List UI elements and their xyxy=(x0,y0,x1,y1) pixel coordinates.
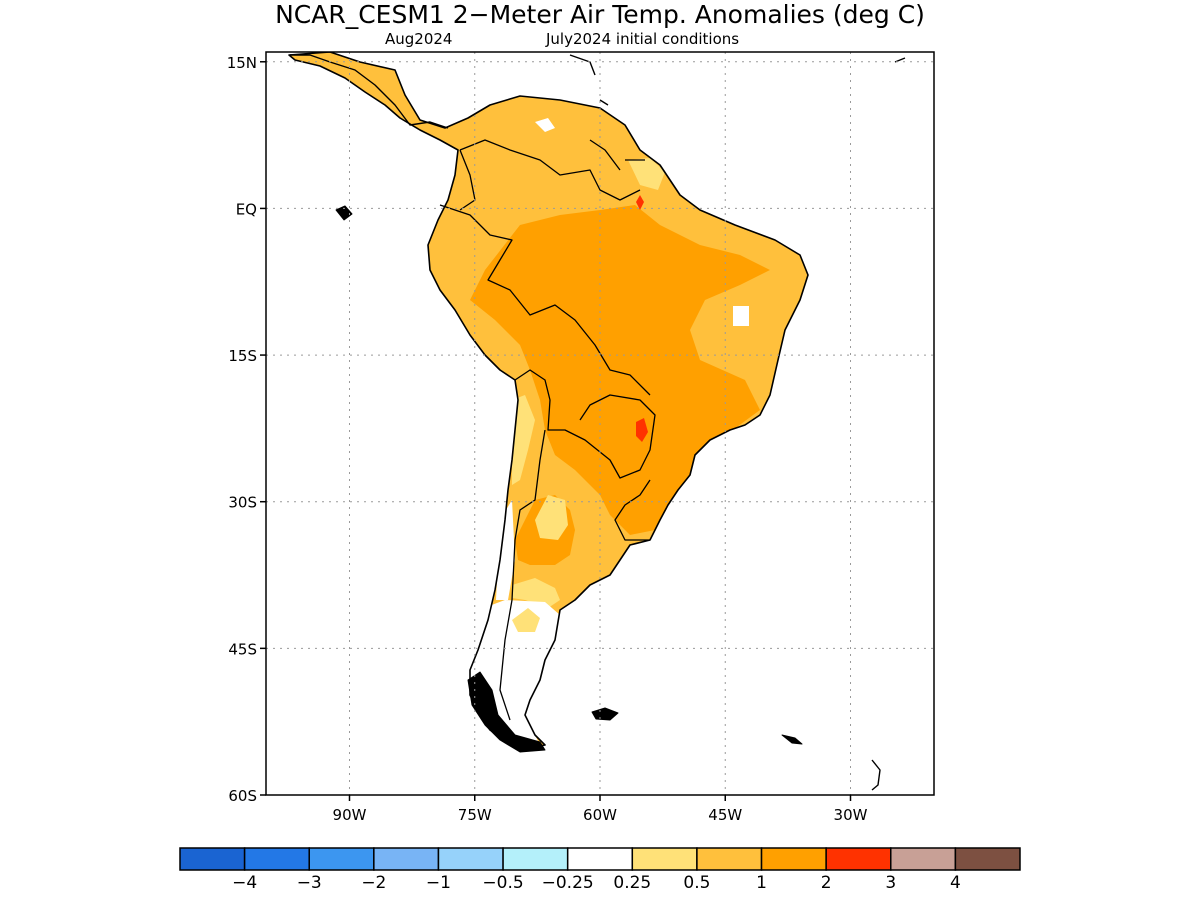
south-sandwich-islands xyxy=(871,759,881,791)
lat-tick-label: 60S xyxy=(228,787,257,805)
anomaly-region-0.25-0.5-argentina xyxy=(535,495,568,540)
latitude-axis: 15N EQ 15S 30S 45S 60S xyxy=(227,54,266,805)
anomaly-region-near-zero-venezuela xyxy=(535,118,555,132)
colorbar-swatch xyxy=(696,847,763,871)
colorbar-swatch xyxy=(308,847,375,871)
anomaly-region-2-3-amazon xyxy=(636,195,644,210)
tierra-del-fuego xyxy=(467,671,546,753)
anomaly-region-1-2-core xyxy=(470,205,770,535)
galapagos xyxy=(335,205,353,221)
colorbar-swatch xyxy=(502,847,569,871)
colorbar-label: −3 xyxy=(297,873,322,893)
colorbar-swatch xyxy=(825,847,892,871)
lon-tick-label: 30W xyxy=(834,806,868,824)
lon-tick-label: 75W xyxy=(458,806,492,824)
map-title: NCAR_CESM1 2−Meter Air Temp. Anomalies (… xyxy=(275,0,925,29)
anomaly-region-0.25-0.5-chile-coast xyxy=(512,395,535,485)
lat-tick-label: 30S xyxy=(228,494,257,512)
lat-tick-label: 45S xyxy=(228,640,257,658)
colorbar-swatch xyxy=(954,847,1021,871)
colorbar-label: 0.5 xyxy=(683,873,710,893)
lat-tick-label: EQ xyxy=(236,200,257,218)
colorbar-swatch xyxy=(373,847,440,871)
lat-tick-label: 15S xyxy=(228,347,257,365)
lon-tick-label: 60W xyxy=(583,806,617,824)
colorbar-label: −2 xyxy=(361,873,386,893)
gridlines xyxy=(266,52,934,795)
anomaly-region-0.25-0.5-patagonia xyxy=(512,578,560,608)
colorbar-swatch xyxy=(566,847,634,871)
colorbar-swatch xyxy=(243,847,310,871)
valid-month-label: Aug2024 xyxy=(385,30,452,48)
colorbar-label: 2 xyxy=(821,873,832,893)
initial-conditions-label: July2024 initial conditions xyxy=(545,30,739,48)
colorbar-label: 0.25 xyxy=(613,873,651,893)
colorbar-label: 3 xyxy=(885,873,896,893)
colorbar-swatch xyxy=(437,847,504,871)
lon-tick-label: 90W xyxy=(333,806,367,824)
colorbar: −4 −3 −2 −1 −0.5 −0.25 0.25 0.5 1 2 3 4 xyxy=(179,847,1021,893)
falkland-islands xyxy=(591,707,619,721)
colorbar-label: −0.25 xyxy=(542,873,594,893)
colorbar-label: −0.5 xyxy=(482,873,523,893)
lon-tick-label: 45W xyxy=(708,806,742,824)
lat-tick-label: 15N xyxy=(227,54,257,72)
colorbar-label: −1 xyxy=(426,873,451,893)
south-georgia xyxy=(781,734,803,745)
colorbar-swatch xyxy=(890,847,957,871)
colorbar-swatch xyxy=(179,847,246,871)
anomaly-region-near-zero-patagonia-inner xyxy=(512,608,540,632)
anomaly-region-near-zero-bahia xyxy=(733,306,749,326)
longitude-axis: 90W 75W 60W 45W 30W xyxy=(333,795,868,824)
colorbar-label: 4 xyxy=(950,873,961,893)
country-borders xyxy=(439,139,656,721)
colorbar-swatch xyxy=(760,847,827,871)
colorbar-swatch xyxy=(631,847,698,871)
colorbar-label: 1 xyxy=(756,873,767,893)
colorbar-label: −4 xyxy=(232,873,257,893)
central-america-coast xyxy=(290,54,449,129)
anomaly-region-2-3-paraguay xyxy=(636,418,648,442)
anomaly-region-0.25-0.5-north xyxy=(628,158,665,190)
